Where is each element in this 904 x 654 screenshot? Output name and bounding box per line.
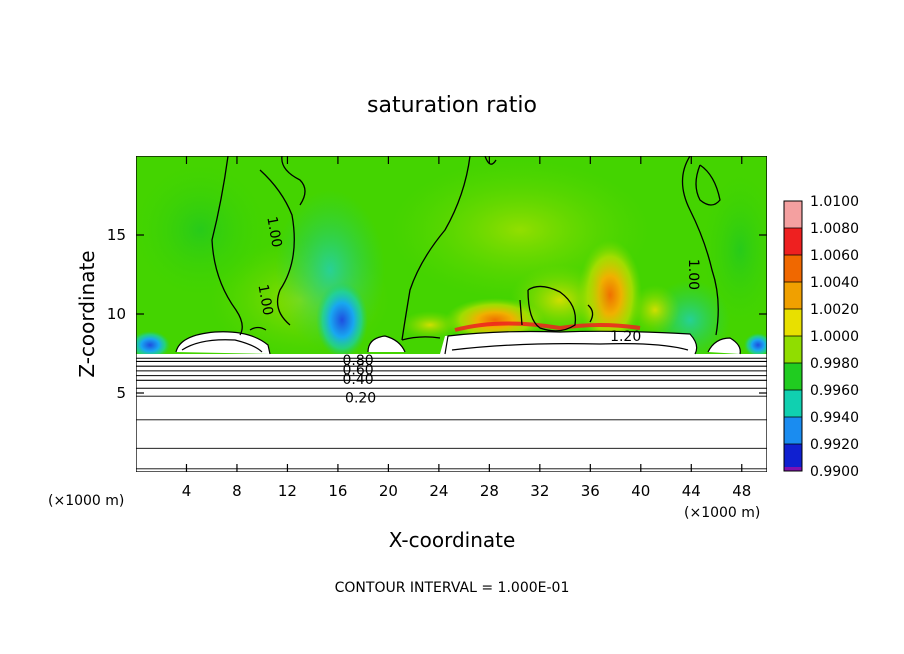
x-tick-label: 40	[631, 482, 650, 500]
colorbar-swatch	[784, 201, 802, 229]
contour-label: 1.00	[254, 283, 275, 316]
colorbar-label: 0.9980	[810, 356, 859, 372]
x-tick-label: 48	[732, 482, 751, 500]
contour-label: 0.80	[343, 353, 374, 369]
colorbar-swatch	[784, 363, 802, 391]
x-unit-right: (×1000 m)	[684, 505, 760, 521]
contour-label: 0.40	[343, 372, 374, 388]
x-tick-label: 4	[182, 482, 192, 500]
colorbar-label: 1.0100	[810, 194, 859, 210]
cloud-body	[440, 331, 697, 354]
contour-lines	[136, 357, 767, 470]
x-tick-label: 28	[480, 482, 499, 500]
colorbar-label: 1.0040	[810, 275, 859, 291]
field-region-yellow	[400, 311, 460, 339]
field-region-yellow	[510, 265, 610, 335]
x-tick-label: 36	[581, 482, 600, 500]
colorbar-label: 1.0060	[810, 248, 859, 264]
x-tick-label: 44	[682, 482, 701, 500]
y-tick-label: 5	[116, 384, 126, 402]
field-region-yellow	[630, 285, 680, 335]
x-axis-label: X-coordinate	[389, 528, 516, 552]
colorbar-label: 0.9940	[810, 410, 859, 426]
colorbar-label: 1.0000	[810, 329, 859, 345]
x-tick-label: 20	[379, 482, 398, 500]
field-region-red	[454, 321, 641, 332]
x-tick-label: 12	[278, 482, 297, 500]
y-axis: 5 10 15	[107, 226, 767, 402]
field-region-blue	[744, 333, 767, 357]
x-tick-label: 24	[429, 482, 448, 500]
colorbar-label: 0.9900	[810, 464, 859, 480]
field-region-blue	[136, 331, 170, 359]
colorbar-swatch	[784, 417, 802, 445]
contour-label: 0.20	[345, 391, 376, 407]
x-unit-left: (×1000 m)	[48, 493, 124, 509]
x-tick-label: 32	[530, 482, 549, 500]
colorbar: 1.0100 1.0080 1.0060 1.0040 1.0020 1.0000 0.99…	[783, 194, 859, 480]
x-axis: 4 8 12 16 20 24 28 32 36 40 44 48	[182, 156, 751, 500]
colorbar-swatch	[784, 282, 802, 310]
contour-labels: 0.20 0.400.600.80 1.00 1.00 1.00 1.20	[254, 215, 700, 406]
field-region-blue	[316, 282, 368, 358]
colorbar-swatch	[784, 336, 802, 364]
cloud-body	[708, 338, 741, 354]
y-tick-label: 15	[107, 226, 126, 244]
colorbar-swatch	[784, 444, 802, 472]
cloud-body	[176, 331, 270, 354]
colorbar-label: 0.9920	[810, 437, 859, 453]
field-region-dark-green	[136, 160, 270, 300]
colorbar-label: 1.0080	[810, 221, 859, 237]
x-tick-label: 16	[328, 482, 347, 500]
contour-label: 0.60	[343, 362, 374, 378]
contour-label: 1.00	[685, 259, 701, 290]
colorbar-swatch	[784, 228, 802, 256]
colorbar-swatch	[784, 255, 802, 283]
plot-area	[136, 156, 767, 472]
colorbar-label: 1.0020	[810, 302, 859, 318]
field-region-below-range	[136, 354, 767, 472]
cloud-contours	[175, 330, 741, 355]
colorbar-swatch	[784, 309, 802, 337]
colorbar-swatch	[784, 467, 802, 471]
y-axis-label: Z-coordinate	[75, 250, 99, 377]
contour-1-00	[211, 156, 721, 341]
contour-label: 1.20	[610, 329, 641, 345]
x-tick-label: 8	[232, 482, 242, 500]
colorbar-label: 0.9960	[810, 383, 859, 399]
chart-title: saturation ratio	[367, 93, 537, 118]
y-tick-label: 10	[107, 305, 126, 323]
colorbar-swatch	[784, 390, 802, 418]
contour-interval-note: CONTOUR INTERVAL = 1.000E-01	[335, 580, 570, 596]
contour-label: 1.00	[263, 215, 284, 248]
cloud-body	[368, 336, 405, 352]
